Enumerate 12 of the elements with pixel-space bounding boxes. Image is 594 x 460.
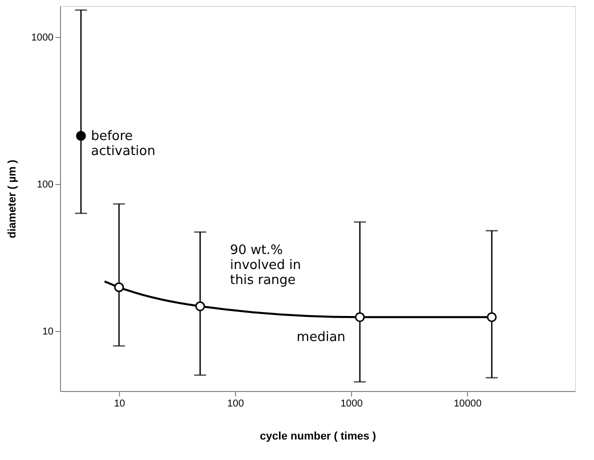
y-tick-label: 1000 xyxy=(31,32,54,44)
y-tick-label: 10 xyxy=(42,326,54,338)
y-axis-title: diameter ( µm ) xyxy=(6,159,18,238)
series-label: median xyxy=(296,330,346,346)
x-tick-label: 10000 xyxy=(454,398,482,410)
x-axis-title: cycle number ( times ) xyxy=(260,430,376,442)
y-tick-label: 100 xyxy=(36,179,54,190)
annotation: before activation xyxy=(90,128,156,159)
x-tick-label: 1000 xyxy=(340,398,364,410)
x-tick-label: 100 xyxy=(227,398,244,410)
x-tick-label: 10 xyxy=(114,398,126,410)
annotation: 90 wt.% involved in this range xyxy=(230,243,302,288)
